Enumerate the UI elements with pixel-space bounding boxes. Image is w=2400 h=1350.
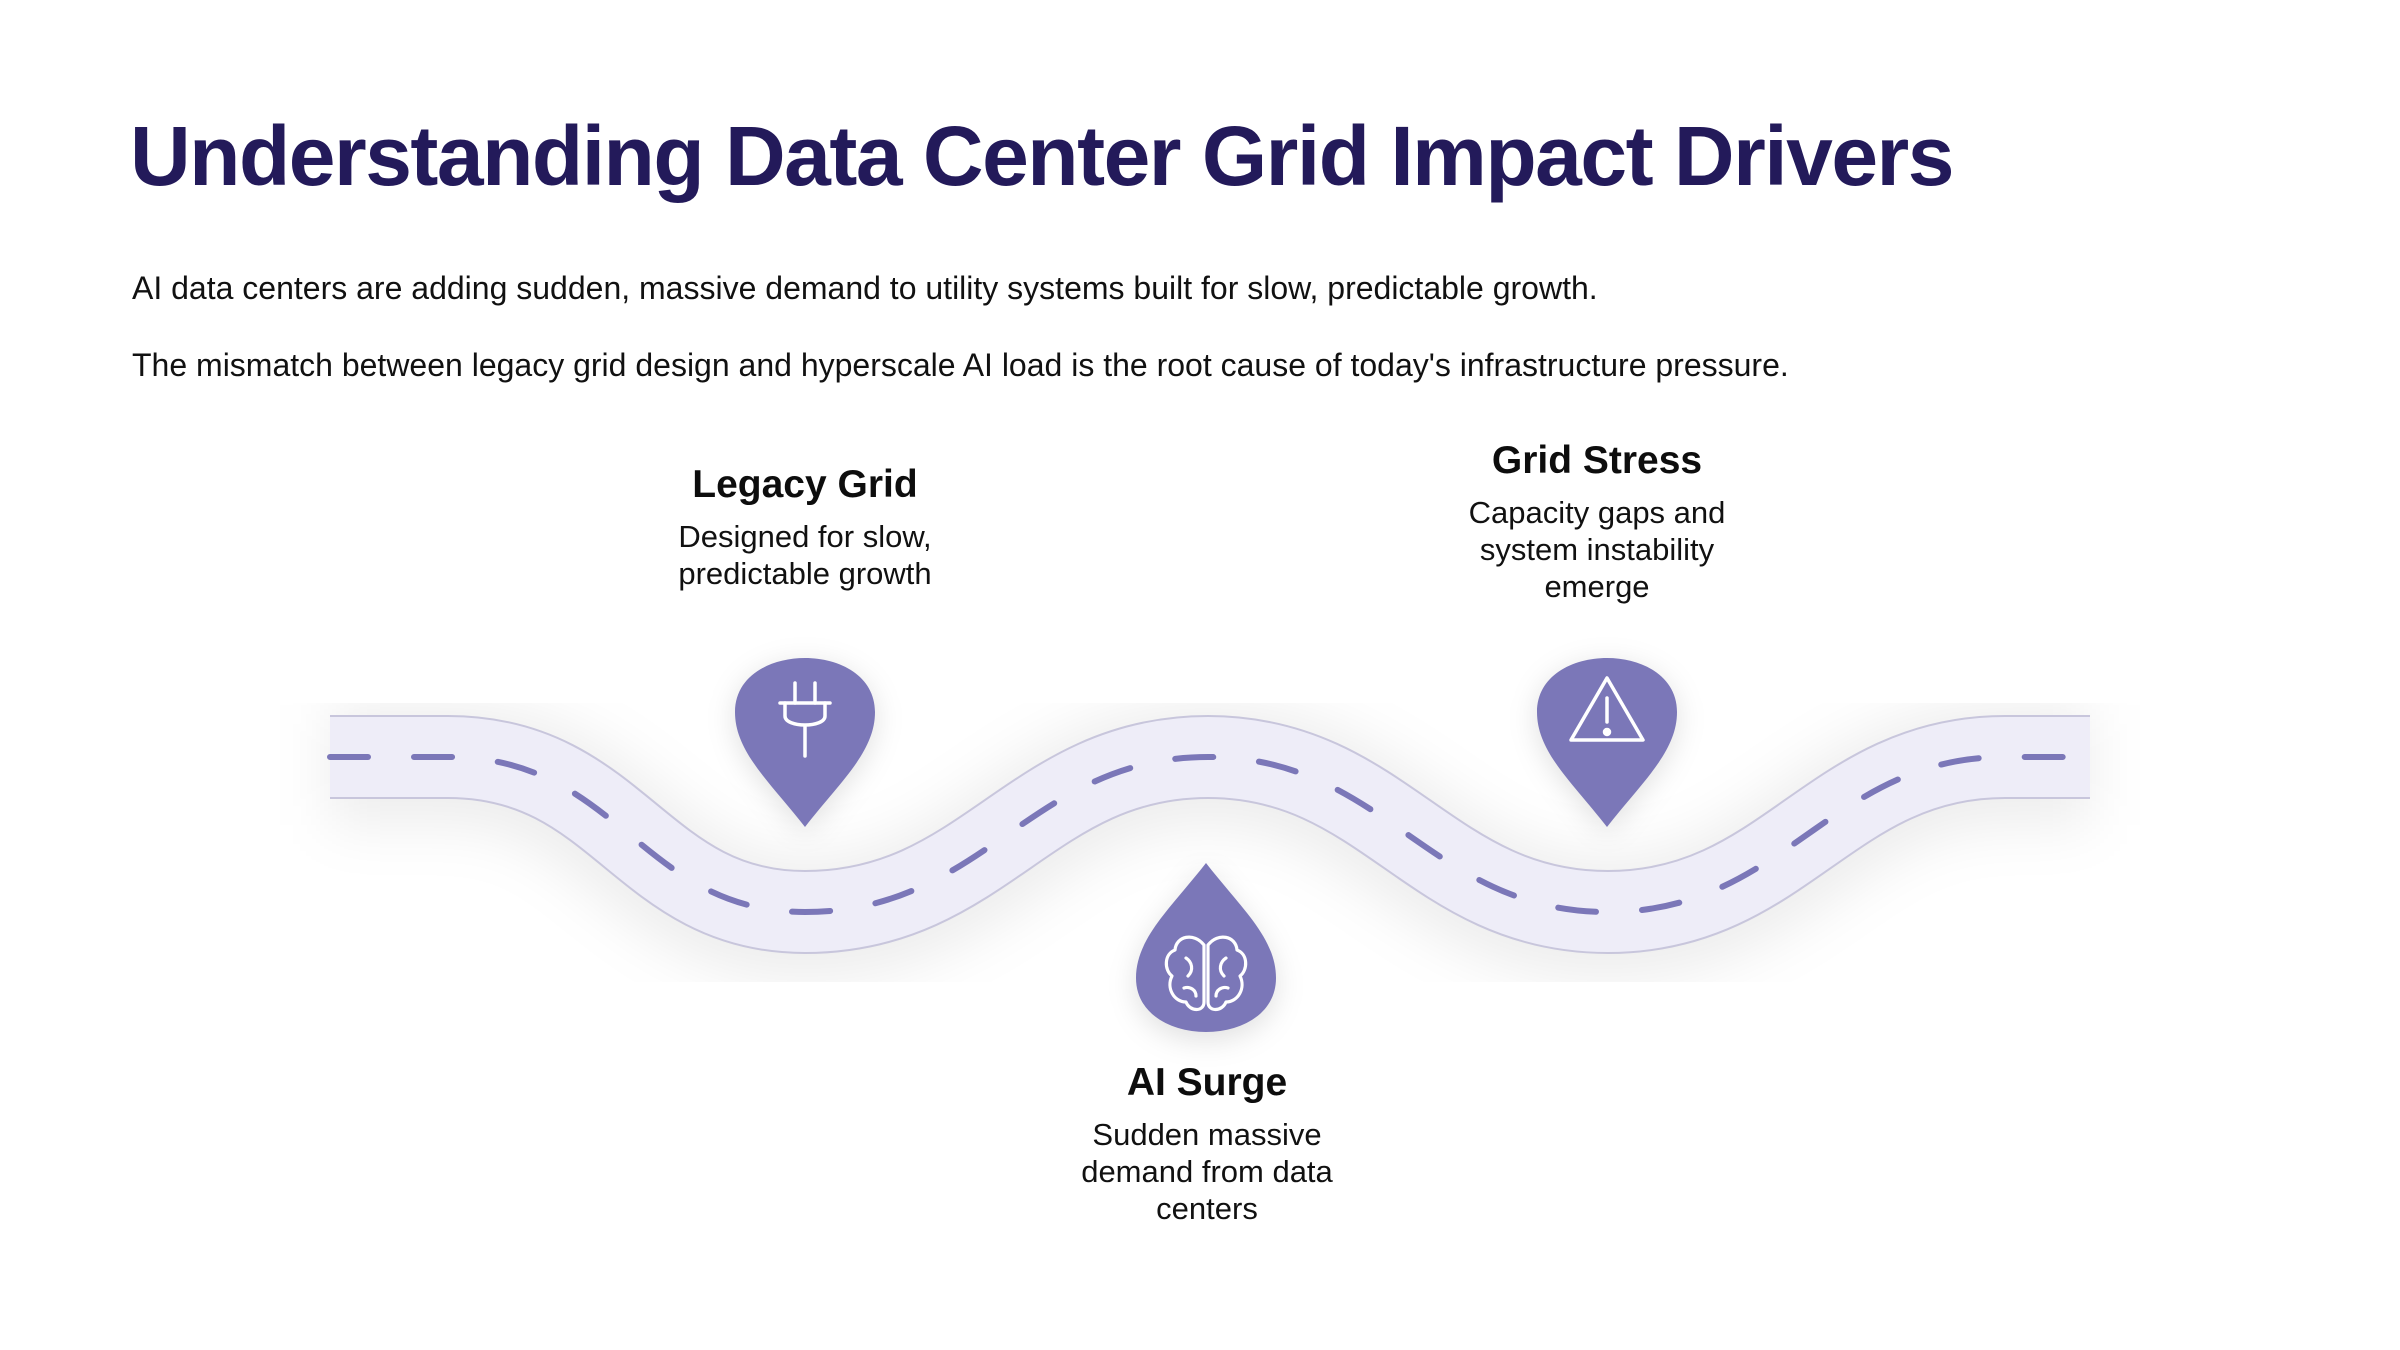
grid-stress-desc-line: system instability	[1479, 532, 1715, 567]
legacy-grid-pin	[735, 658, 875, 833]
ai-surge-desc-line: Sudden massive	[1092, 1117, 1322, 1152]
ai-surge-desc-line: demand from data	[1081, 1154, 1333, 1189]
root-cause-paragraph: The mismatch between legacy grid design …	[132, 347, 1789, 383]
ai-surge-desc-line: centers	[1156, 1191, 1258, 1226]
legacy-grid-desc-line: Designed for slow,	[678, 519, 932, 554]
legacy-grid-heading: Legacy Grid	[692, 463, 918, 506]
grid-stress-label: Grid Stress Capacity gaps and system ins…	[1387, 436, 1807, 605]
ai-surge-label: AI Surge Sudden massive demand from data…	[997, 1058, 1417, 1227]
grid-stress-desc-line: emerge	[1544, 569, 1650, 604]
legacy-grid-description: Designed for slow, predictable growth	[595, 518, 1015, 592]
plug-icon	[778, 681, 832, 758]
legacy-grid-label: Legacy Grid Designed for slow, predictab…	[595, 460, 1015, 592]
ai-surge-pin	[1136, 863, 1276, 1040]
ai-surge-description: Sudden massive demand from data centers	[997, 1116, 1417, 1227]
legacy-grid-desc-line: predictable growth	[678, 556, 932, 591]
page-title: Understanding Data Center Grid Impact Dr…	[130, 109, 1954, 203]
warning-icon	[1569, 676, 1645, 742]
brain-icon	[1164, 935, 1248, 1012]
grid-stress-heading: Grid Stress	[1491, 439, 1703, 482]
grid-stress-desc-line: Capacity gaps and	[1468, 495, 1726, 530]
road-center-line	[327, 753, 2093, 916]
intro-paragraph: AI data centers are adding sudden, massi…	[132, 270, 1598, 306]
grid-stress-description: Capacity gaps and system instability eme…	[1387, 494, 1807, 605]
ai-surge-heading: AI Surge	[1126, 1061, 1288, 1104]
grid-stress-pin	[1537, 658, 1677, 833]
